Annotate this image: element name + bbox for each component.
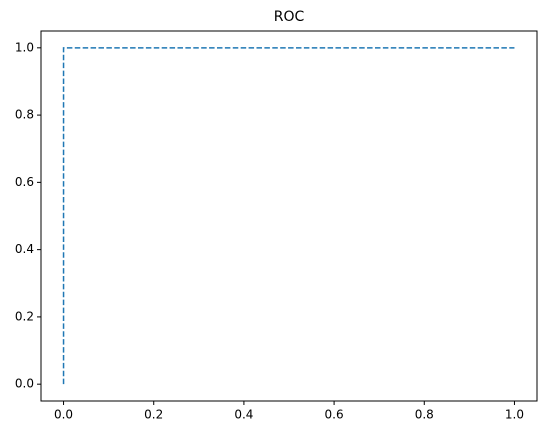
y-tick-label: 1.0 xyxy=(15,40,34,54)
x-tick-label: 0.8 xyxy=(415,408,434,422)
y-tick-label: 0.6 xyxy=(15,175,34,189)
y-tick-label: 0.0 xyxy=(15,377,34,391)
x-tick-label: 0.6 xyxy=(325,408,344,422)
x-tick-label: 0.4 xyxy=(234,408,253,422)
x-tick-label: 0.0 xyxy=(54,408,73,422)
roc-line xyxy=(62,47,515,385)
chart-title: ROC xyxy=(274,9,305,25)
axes-frame xyxy=(40,30,538,402)
y-tick-label: 0.2 xyxy=(15,309,34,323)
x-tick-label: 0.2 xyxy=(144,408,163,422)
x-tick-label: 1.0 xyxy=(505,408,524,422)
y-tick-label: 0.8 xyxy=(15,108,34,122)
y-tick-label: 0.4 xyxy=(15,242,34,256)
